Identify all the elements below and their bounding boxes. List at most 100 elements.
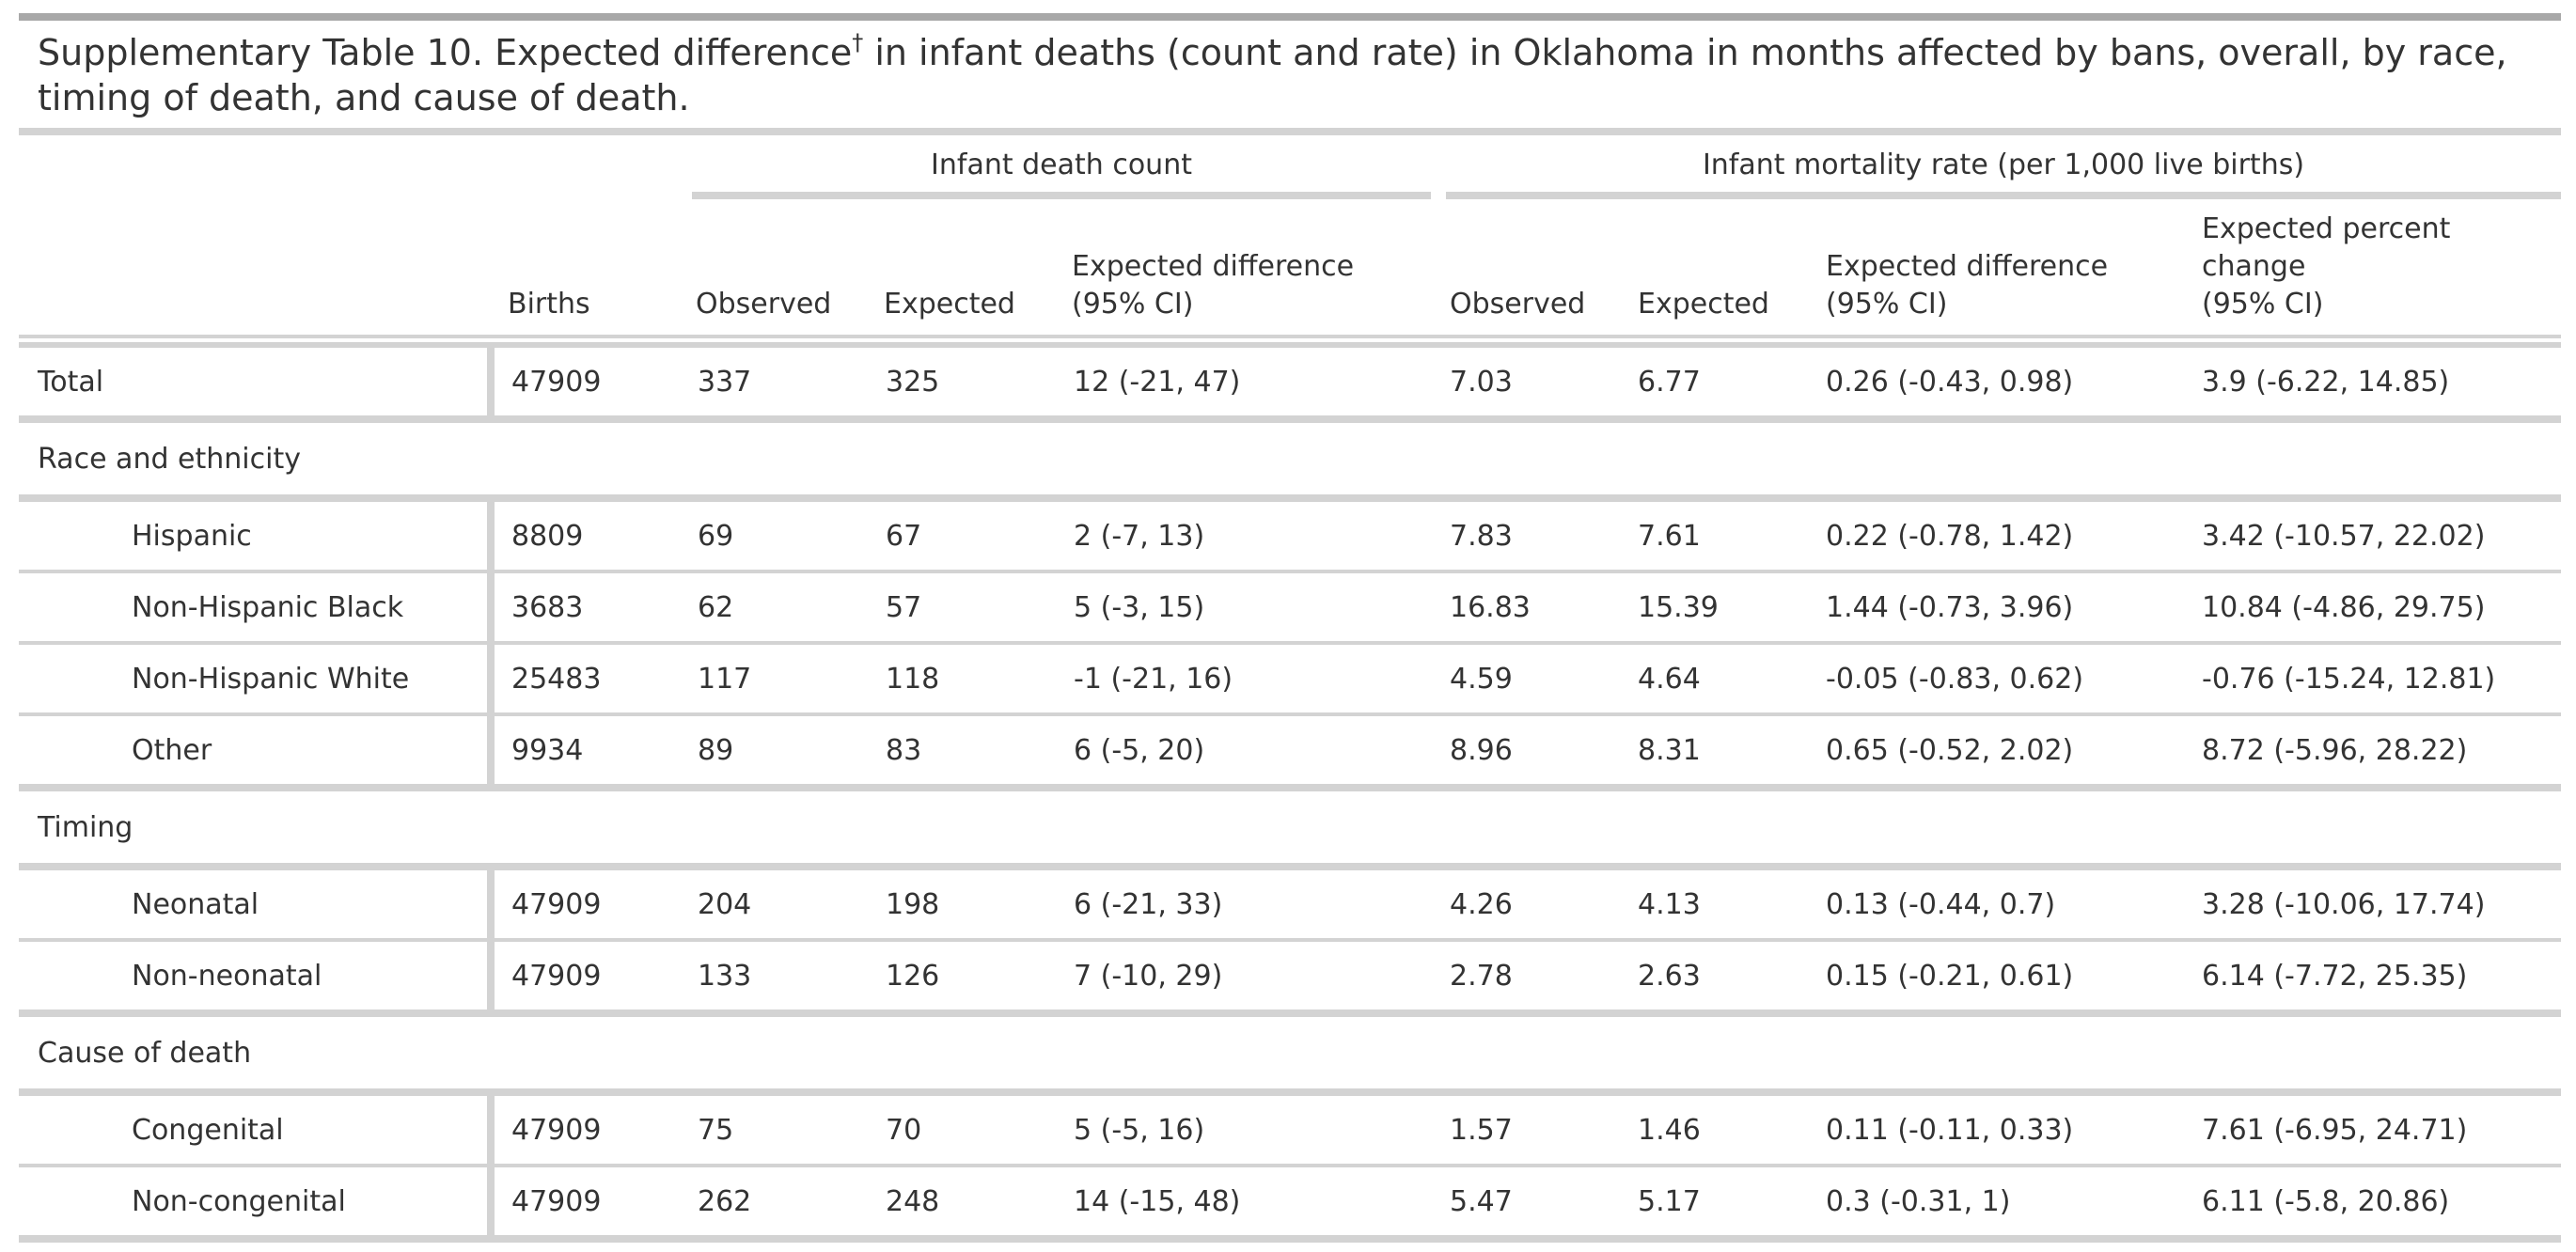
cell-pct: 6.14 (-7.72, 25.35) xyxy=(2202,959,2468,993)
cell-diff: 6 (-5, 20) xyxy=(1074,733,1205,767)
col-header-percent-change-l1: Expected percent xyxy=(2202,212,2451,245)
header-rule-2 xyxy=(19,342,2561,348)
cell-rdiff: 0.26 (-0.43, 0.98) xyxy=(1826,365,2074,399)
row-separator xyxy=(19,1235,2561,1243)
col-header-percent-change-l2: change xyxy=(2202,250,2306,283)
cell-exp: 67 xyxy=(886,519,922,553)
cell-births: 47909 xyxy=(511,1184,602,1218)
cell-diff: 5 (-3, 15) xyxy=(1074,590,1205,624)
cell-pct: 8.72 (-5.96, 28.22) xyxy=(2202,733,2468,767)
spanner-rule-count xyxy=(692,192,1431,199)
cell-diff: -1 (-21, 16) xyxy=(1074,662,1233,696)
col-header-count-expected: Expected xyxy=(884,288,1015,321)
row-separator xyxy=(19,570,2561,573)
row-separator xyxy=(19,1088,2561,1096)
cell-robs: 8.96 xyxy=(1450,733,1513,767)
cell-pct: 3.42 (-10.57, 22.02) xyxy=(2202,519,2486,553)
title-suffix: in infant deaths (count and rate) in Okl… xyxy=(863,32,2507,73)
cell-obs: 89 xyxy=(698,733,734,767)
row-separator xyxy=(19,494,2561,502)
col-header-count-observed: Observed xyxy=(696,288,832,321)
stub-divider xyxy=(487,942,495,1009)
row-separator xyxy=(19,1164,2561,1167)
top-rule xyxy=(19,13,2561,21)
cell-rdiff: 0.65 (-0.52, 2.02) xyxy=(1826,733,2074,767)
cell-robs: 1.57 xyxy=(1450,1113,1513,1147)
row-separator xyxy=(19,641,2561,645)
cell-exp: 70 xyxy=(886,1113,922,1147)
cell-pct: 3.28 (-10.06, 17.74) xyxy=(2202,887,2486,921)
table-row: Congenital 47909 75 70 5 (-5, 16) 1.57 1.46 0.1… xyxy=(19,1096,2561,1164)
col-header-percent-change-l3: (95% CI) xyxy=(2202,288,2324,321)
row-label: Other xyxy=(132,733,212,767)
stub-divider xyxy=(487,1167,495,1235)
cell-robs: 2.78 xyxy=(1450,959,1513,993)
cell-exp: 126 xyxy=(886,959,940,993)
cell-robs: 7.83 xyxy=(1450,519,1513,553)
cell-obs: 117 xyxy=(698,662,752,696)
cell-robs: 5.47 xyxy=(1450,1184,1513,1218)
cell-rdiff: 0.22 (-0.78, 1.42) xyxy=(1826,519,2074,553)
row-label: Non-congenital xyxy=(132,1184,346,1218)
cell-diff: 7 (-10, 29) xyxy=(1074,959,1223,993)
cell-births: 47909 xyxy=(511,887,602,921)
row-label: Total xyxy=(38,365,104,399)
cell-births: 25483 xyxy=(511,662,602,696)
cell-rexp: 1.46 xyxy=(1638,1113,1701,1147)
spanner-infant-mortality-rate: Infant mortality rate (per 1,000 live bi… xyxy=(1702,149,2305,181)
row-label: Neonatal xyxy=(132,887,259,921)
col-header-percent-change: Expected percent change (95% CI) xyxy=(2202,211,2450,323)
cell-exp: 248 xyxy=(886,1184,940,1218)
cell-pct: 3.9 (-6.22, 14.85) xyxy=(2202,365,2450,399)
row-separator xyxy=(19,938,2561,942)
cell-rexp: 4.13 xyxy=(1638,887,1701,921)
cell-rexp: 4.64 xyxy=(1638,662,1701,696)
cell-rdiff: 1.44 (-0.73, 3.96) xyxy=(1826,590,2074,624)
spanner-rule-rate xyxy=(1446,192,2561,199)
row-group-label: Timing xyxy=(19,791,2561,863)
cell-pct: 7.61 (-6.95, 24.71) xyxy=(2202,1113,2468,1147)
cell-robs: 16.83 xyxy=(1450,590,1531,624)
cell-exp: 325 xyxy=(886,365,940,399)
cell-obs: 337 xyxy=(698,365,752,399)
title-prefix: Supplementary Table 10. Expected differe… xyxy=(38,32,853,73)
row-separator xyxy=(19,863,2561,870)
group-label: Timing xyxy=(38,810,134,844)
cell-births: 47909 xyxy=(511,365,602,399)
cell-rdiff: 0.15 (-0.21, 0.61) xyxy=(1826,959,2074,993)
stub-divider xyxy=(487,348,495,415)
cell-rdiff: -0.05 (-0.83, 0.62) xyxy=(1826,662,2084,696)
cell-births: 8809 xyxy=(511,519,584,553)
table-title: Supplementary Table 10. Expected differe… xyxy=(38,30,2557,120)
row-separator xyxy=(19,784,2561,791)
stub-divider xyxy=(487,502,495,570)
group-label: Cause of death xyxy=(38,1036,252,1070)
cell-diff: 2 (-7, 13) xyxy=(1074,519,1205,553)
spanner-infant-death-count: Infant death count xyxy=(931,149,1192,181)
cell-obs: 69 xyxy=(698,519,734,553)
cell-rexp: 8.31 xyxy=(1638,733,1701,767)
table-row: Hispanic 8809 69 67 2 (-7, 13) 7.83 7.61 0.22 (… xyxy=(19,502,2561,570)
cell-exp: 118 xyxy=(886,662,940,696)
cell-births: 9934 xyxy=(511,733,584,767)
stub-divider xyxy=(487,870,495,938)
group-label: Race and ethnicity xyxy=(38,442,301,476)
cell-exp: 57 xyxy=(886,590,922,624)
col-header-births: Births xyxy=(508,288,590,321)
stub-divider xyxy=(487,1096,495,1164)
row-separator xyxy=(19,415,2561,423)
table-row: Non-congenital 47909 262 248 14 (-15, 48) 5.4… xyxy=(19,1167,2561,1235)
cell-pct: 6.11 (-5.8, 20.86) xyxy=(2202,1184,2450,1218)
cell-obs: 133 xyxy=(698,959,752,993)
cell-exp: 198 xyxy=(886,887,940,921)
table-row: Neonatal 47909 204 198 6 (-21, 33) 4.26 4.13 0.… xyxy=(19,870,2561,938)
row-label: Non-neonatal xyxy=(132,959,322,993)
row-separator xyxy=(19,1009,2561,1017)
cell-rexp: 6.77 xyxy=(1638,365,1701,399)
col-header-rate-observed: Observed xyxy=(1450,288,1586,321)
cell-diff: 6 (-21, 33) xyxy=(1074,887,1223,921)
cell-rexp: 5.17 xyxy=(1638,1184,1701,1218)
table-row: Total 47909 337 325 12 (-21, 47) 7.03 6.77 0.26… xyxy=(19,348,2561,415)
cell-births: 47909 xyxy=(511,959,602,993)
col-header-rate-difference: Expected difference (95% CI) xyxy=(1826,248,2108,323)
